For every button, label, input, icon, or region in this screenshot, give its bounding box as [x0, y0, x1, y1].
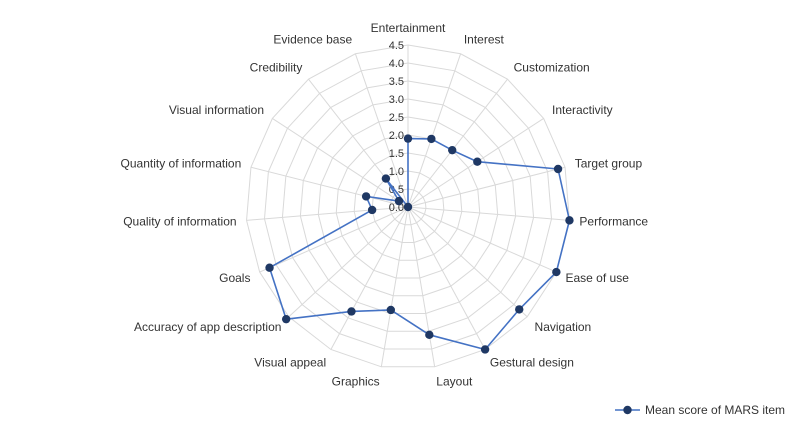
- category-label: Credibility: [250, 60, 303, 74]
- data-point: [265, 263, 274, 272]
- category-labels: Entertainment Interest Customization Intera…: [121, 21, 649, 389]
- data-point: [281, 314, 291, 324]
- grid-ring: [353, 152, 463, 261]
- spoke: [407, 78, 508, 208]
- data-point: [515, 305, 524, 314]
- data-point: [553, 164, 563, 174]
- spoke: [250, 166, 409, 208]
- category-label: Graphics: [332, 375, 380, 389]
- data-point: [480, 345, 490, 354]
- category-label: Entertainment: [371, 21, 446, 35]
- series-line: [268, 137, 571, 351]
- spoke: [246, 206, 409, 221]
- spoke: [259, 206, 409, 273]
- category-label: Interest: [464, 33, 505, 47]
- data-point: [347, 307, 356, 316]
- legend-marker: [623, 405, 632, 415]
- category-label: Target group: [575, 157, 643, 171]
- spoke: [330, 206, 409, 350]
- data-point: [425, 330, 434, 340]
- series-mean-score: [265, 134, 574, 354]
- tick-label: 4.0: [389, 58, 404, 70]
- category-label: Visual information: [169, 103, 264, 117]
- data-point: [427, 134, 436, 144]
- spoke: [407, 53, 462, 208]
- data-point: [403, 134, 413, 143]
- spoke: [407, 206, 528, 318]
- grid-ring: [335, 134, 481, 279]
- grid-ring: [281, 80, 535, 332]
- grid-ring: [299, 98, 517, 315]
- grid-ring: [263, 62, 553, 350]
- category-label: Layout: [436, 375, 473, 389]
- data-point: [565, 216, 574, 225]
- data-point: [386, 305, 396, 315]
- spoke: [407, 206, 557, 273]
- spoke: [407, 166, 566, 208]
- data-point: [403, 202, 413, 212]
- category-label: Accuracy of app description: [134, 320, 281, 334]
- data-point: [394, 196, 404, 206]
- spoke: [272, 117, 409, 208]
- tick-label: 4.5: [389, 40, 404, 52]
- spoke: [407, 206, 486, 350]
- data-point: [473, 157, 482, 166]
- data-point: [361, 192, 371, 201]
- tick-label: 1.0: [389, 166, 404, 178]
- category-label: Interactivity: [552, 103, 613, 117]
- category-label: Customization: [514, 60, 590, 74]
- category-label: Quantity of information: [121, 157, 242, 171]
- grid-ring: [389, 188, 427, 226]
- data-point: [552, 267, 561, 277]
- grid-ring: [371, 170, 445, 244]
- category-label: Ease of use: [566, 271, 630, 285]
- grid-ring: [246, 44, 570, 368]
- spoke: [407, 206, 436, 367]
- category-label: Navigation: [535, 320, 592, 334]
- tick-label: 2.5: [389, 112, 404, 124]
- spoke: [288, 206, 409, 318]
- legend-label: Mean score of MARS item: [645, 403, 785, 417]
- category-label: Goals: [219, 271, 250, 285]
- spoke: [407, 206, 570, 221]
- data-point: [381, 174, 391, 183]
- category-label: Gestural design: [490, 356, 574, 370]
- category-label: Quality of information: [123, 215, 236, 229]
- spoke: [380, 206, 409, 367]
- category-label: Performance: [579, 215, 648, 229]
- spoke: [354, 53, 409, 208]
- data-point: [448, 145, 457, 155]
- legend: Mean score of MARS item: [615, 403, 785, 417]
- category-label: Visual appeal: [254, 356, 326, 370]
- tick-label: 3.5: [389, 76, 404, 88]
- category-label: Evidence base: [273, 33, 352, 47]
- tick-label: 3.0: [389, 94, 404, 106]
- data-point: [367, 205, 377, 215]
- tick-label: 2.0: [389, 130, 404, 142]
- tick-label: 1.5: [389, 148, 404, 160]
